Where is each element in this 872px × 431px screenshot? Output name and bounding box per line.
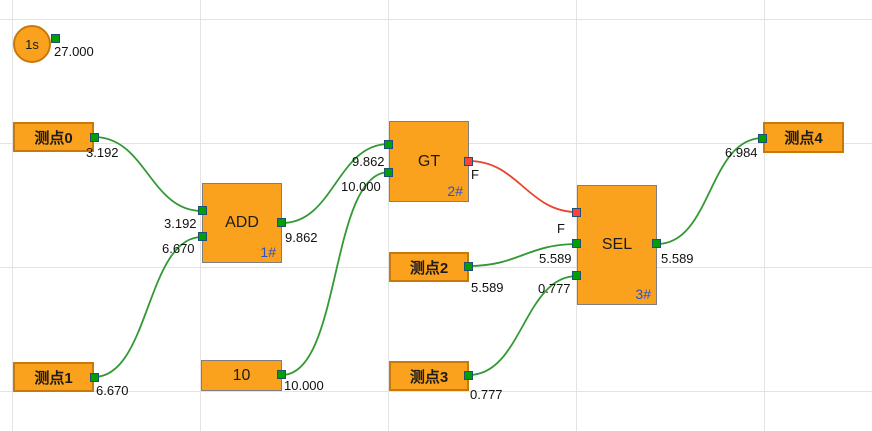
point0-output-port[interactable] (90, 133, 99, 142)
wire-point0-to-add[interactable] (93, 136, 203, 212)
point3-output-value: 0.777 (470, 387, 503, 402)
gt-input1-port[interactable] (384, 140, 393, 149)
point4-input-port[interactable] (758, 134, 767, 143)
wire-const10-to-gt[interactable] (281, 171, 390, 376)
block-point2-label: 测点2 (409, 259, 449, 277)
timer-output-port[interactable] (51, 34, 60, 43)
block-sel[interactable]: SEL 3# (577, 185, 657, 305)
add-input2-port[interactable] (198, 232, 207, 241)
block-point0[interactable]: 测点0 (13, 122, 94, 152)
wire-gt-to-sel[interactable] (468, 160, 578, 213)
timer-output-value: 27.000 (54, 44, 94, 59)
point3-output-port[interactable] (464, 371, 473, 380)
gt-output-port[interactable] (464, 157, 473, 166)
block-add[interactable]: ADD 1# (202, 183, 282, 263)
add-input2-value: 6.670 (162, 241, 195, 256)
point1-output-port[interactable] (90, 373, 99, 382)
point2-output-port[interactable] (464, 262, 473, 271)
gt-input1-value: 9.862 (352, 154, 385, 169)
block-point1[interactable]: 测点1 (13, 362, 94, 392)
const10-output-value: 10.000 (284, 378, 324, 393)
timer-node[interactable]: 1s (13, 25, 51, 63)
sel-input2-value: 0.777 (538, 281, 571, 296)
block-add-label: ADD (225, 214, 259, 231)
block-sel-badge: 3# (635, 286, 651, 302)
wire-point2-to-sel[interactable] (468, 243, 578, 267)
add-output-value: 9.862 (285, 230, 318, 245)
sel-output-port[interactable] (652, 239, 661, 248)
gt-output-value: F (471, 167, 479, 182)
gt-input2-port[interactable] (384, 168, 393, 177)
sel-select-input-port[interactable] (572, 208, 581, 217)
wire-point1-to-add[interactable] (93, 236, 203, 378)
block-gt-badge: 2# (447, 183, 463, 199)
sel-input2-port[interactable] (572, 271, 581, 280)
point0-output-value: 3.192 (86, 145, 119, 160)
const10-output-port[interactable] (277, 370, 286, 379)
block-gt-label: GT (417, 152, 441, 170)
sel-input1-port[interactable] (572, 239, 581, 248)
block-point1-label: 测点1 (34, 369, 73, 387)
block-point4[interactable]: 测点4 (763, 122, 844, 153)
block-sel-label: SEL (601, 236, 633, 253)
wire-point3-to-sel[interactable] (468, 275, 578, 376)
wire-sel-to-point4[interactable] (656, 137, 764, 245)
point1-output-value: 6.670 (96, 383, 129, 398)
block-gt[interactable]: GT 2# (389, 121, 469, 202)
block-const10[interactable]: 10 (201, 360, 282, 391)
block-point3[interactable]: 测点3 (389, 361, 469, 391)
sel-select-input-value: F (557, 221, 565, 236)
point2-output-value: 5.589 (471, 280, 504, 295)
block-point4-label: 测点4 (784, 130, 823, 147)
add-input1-port[interactable] (198, 206, 207, 215)
point4-input-value: 6.984 (725, 145, 758, 160)
block-add-badge: 1# (260, 244, 276, 260)
timer-label: 1s (25, 36, 39, 52)
gt-input2-value: 10.000 (341, 179, 381, 194)
block-point3-label: 测点3 (409, 368, 449, 386)
block-point0-label: 测点0 (34, 129, 73, 147)
block-const10-label: 10 (232, 366, 251, 384)
add-output-port[interactable] (277, 218, 286, 227)
add-input1-value: 3.192 (164, 216, 197, 231)
sel-output-value: 5.589 (661, 251, 694, 266)
sel-input1-value: 5.589 (539, 251, 572, 266)
wire-add-to-gt[interactable] (281, 143, 390, 224)
block-point2[interactable]: 测点2 (389, 252, 469, 282)
